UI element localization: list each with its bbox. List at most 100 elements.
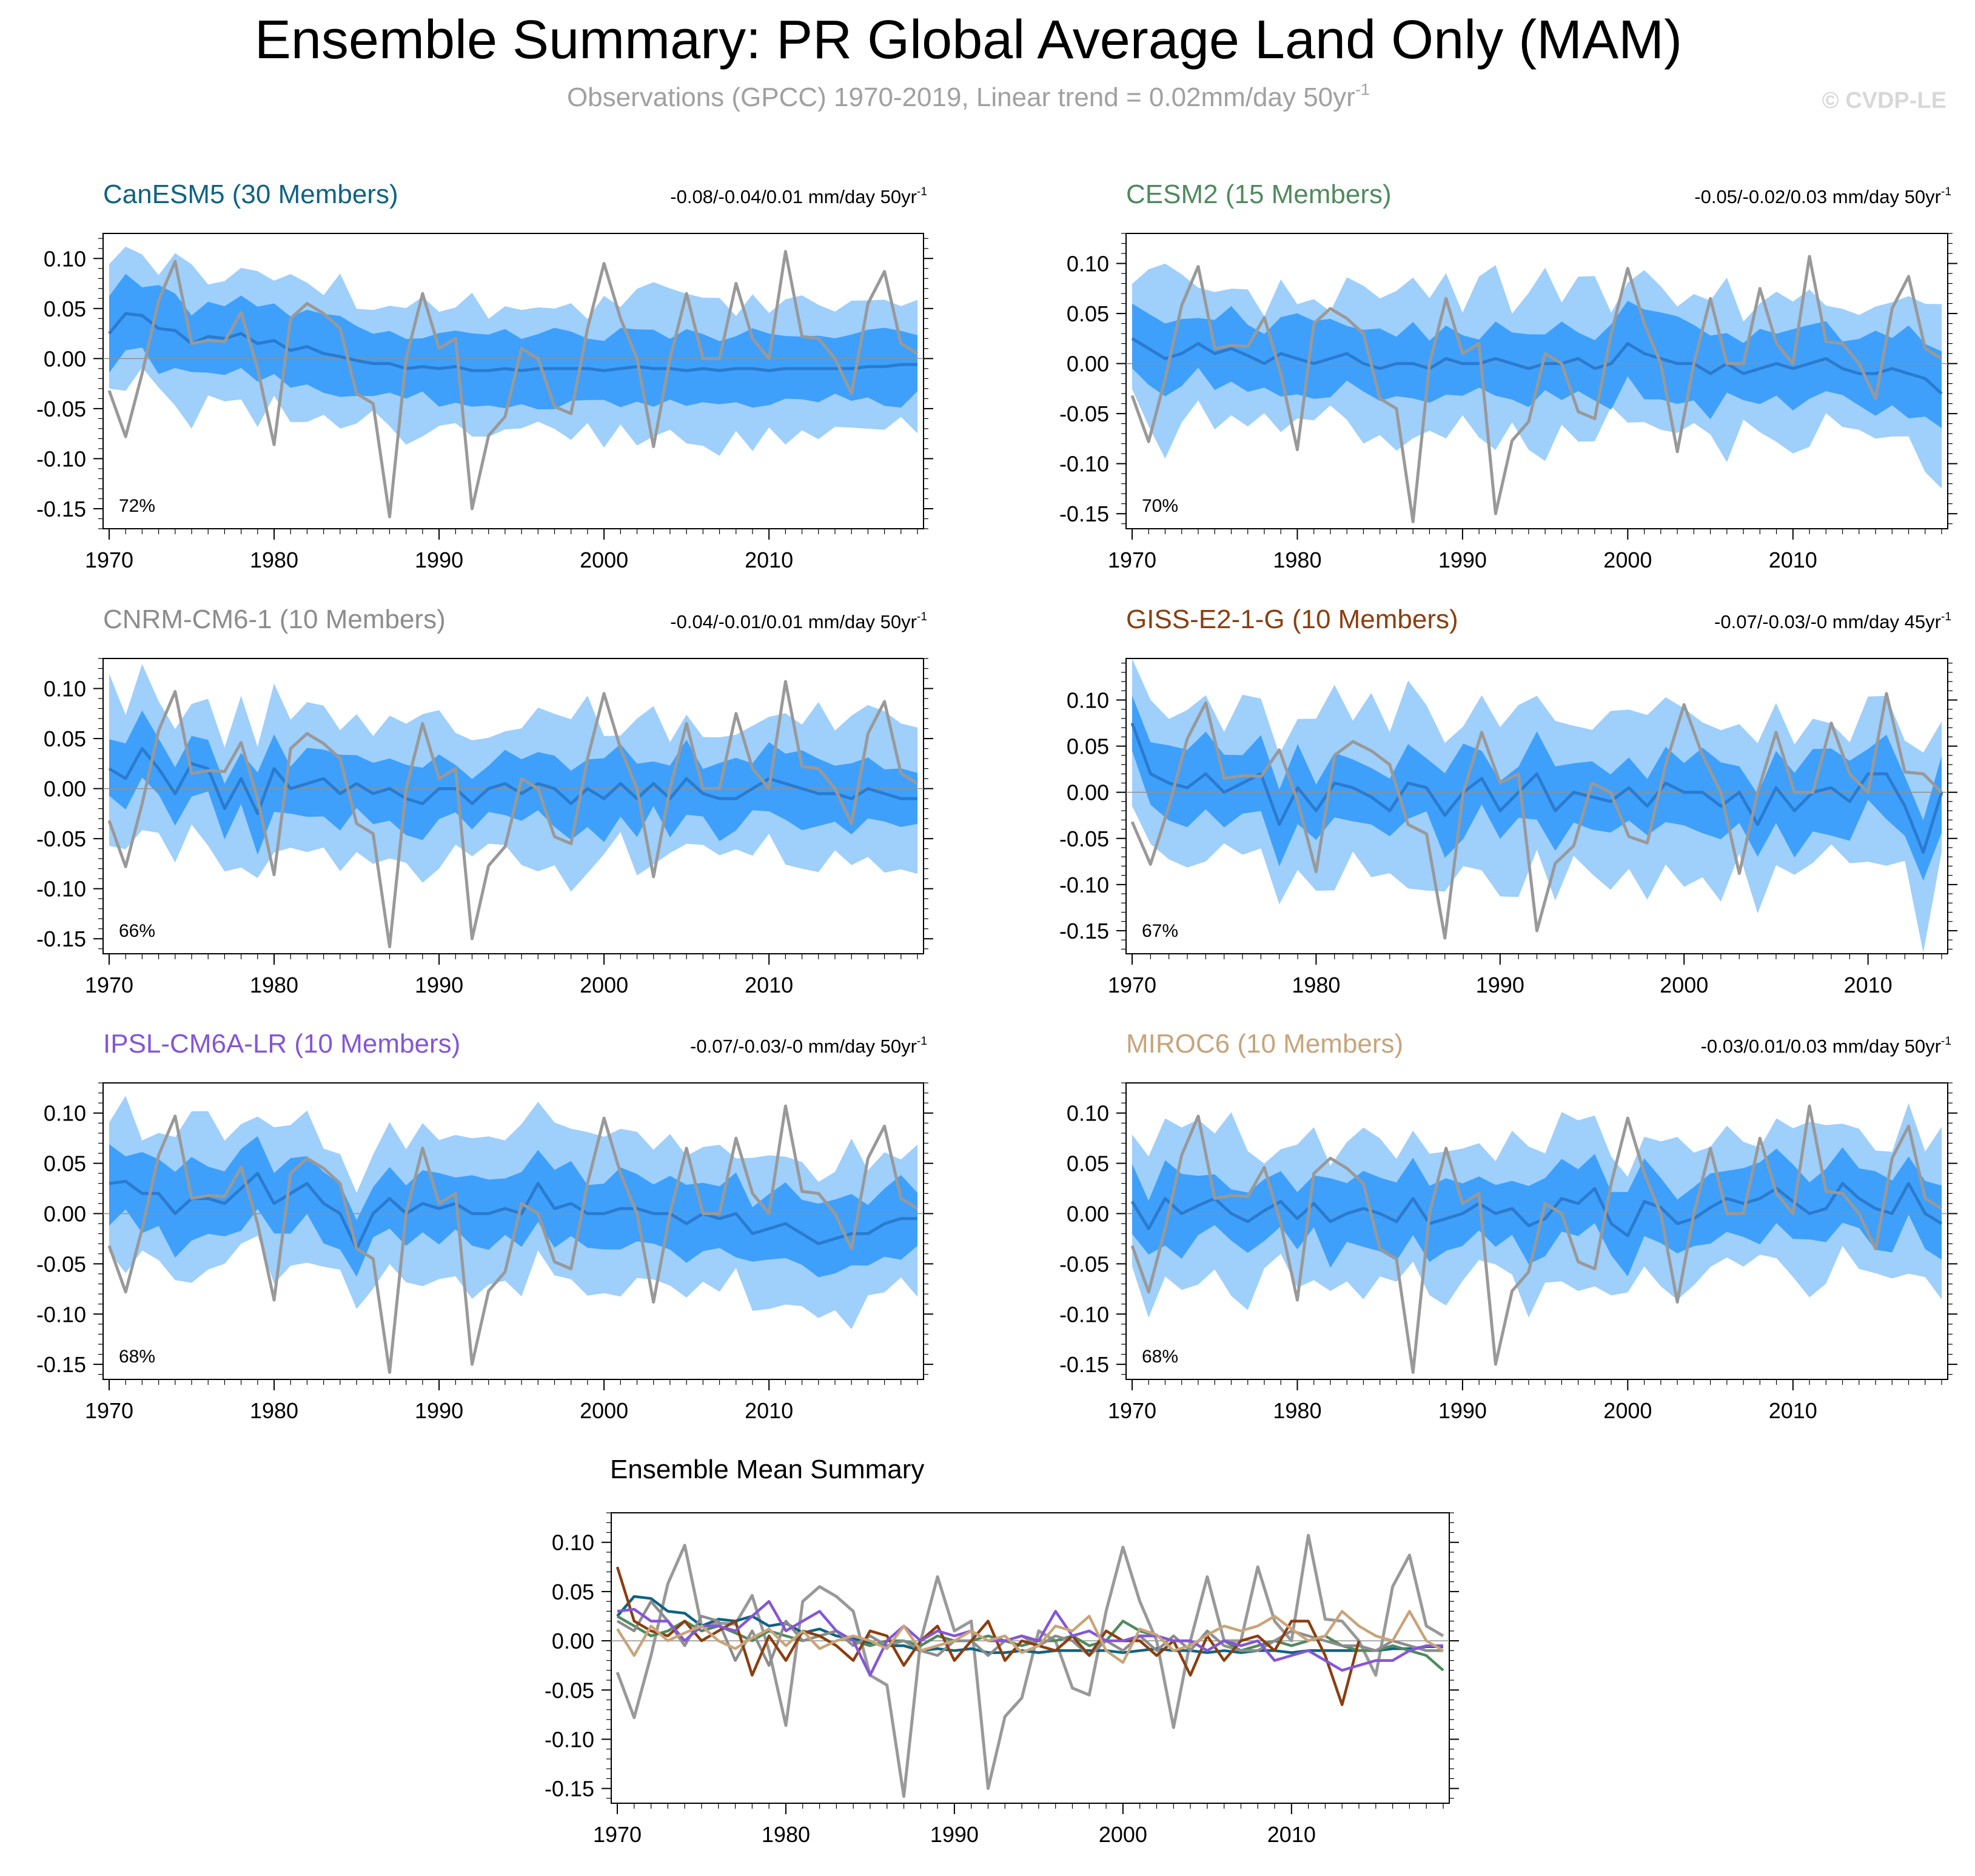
panel-1-xtick-label: 1970: [85, 548, 133, 572]
panel-5-trend-sup: -1: [917, 1035, 927, 1048]
panel-5-xtick-label: 1970: [85, 1398, 133, 1423]
panel-6-xtick-label: 1970: [1108, 1398, 1156, 1423]
figure-subtitle-main: Observations (GPCC) 1970-2019, Linear tr…: [567, 82, 1355, 112]
panel-5-xtick-label: 2010: [745, 1398, 793, 1423]
panel-5-ensemble-mean-line: [109, 1171, 917, 1250]
panel-4-band-inner: [1132, 695, 1942, 881]
figure-subtitle: Observations (GPCC) 1970-2019, Linear tr…: [567, 80, 1370, 112]
panel-1-xtick-label: 1990: [415, 548, 463, 572]
panel-4-xtick-label: 1980: [1292, 973, 1340, 997]
panel-5-xtick-label: 2000: [580, 1398, 628, 1423]
panel-3-xtick-label: 1980: [250, 973, 298, 997]
panel-4-title: GISS-E2-1-G (10 Members): [1126, 605, 1458, 634]
panel-2-ytick-label: 0.00: [1067, 352, 1109, 377]
panel-summary-series-6: [616, 1610, 1444, 1664]
panel-summary-ytick-label: -0.05: [545, 1678, 594, 1703]
panel-6-ytick-label: 0.10: [1067, 1101, 1109, 1126]
panel-summary-series-5: [617, 1600, 1443, 1677]
panel-3-trend-main: -0.04/-0.01/0.01 mm/day 50yr: [670, 611, 917, 632]
panel-6-xtick-label: 1990: [1438, 1398, 1487, 1423]
panel-1-trend: -0.08/-0.04/0.01 mm/day 50yr-1: [670, 186, 927, 207]
panel-5-xtick-label: 1990: [415, 1398, 463, 1423]
panel-1-ytick-label: 0.00: [44, 346, 86, 371]
panel-1-ytick-label: 0.05: [44, 296, 86, 321]
panel-summary-xtick-label: 1970: [593, 1822, 642, 1847]
panel-summary-xtick-label: 2010: [1267, 1822, 1316, 1847]
panel-2-xtick-label: 2000: [1603, 548, 1652, 572]
panel-summary-xtick-label: 1990: [930, 1822, 979, 1847]
panel-1-frame: [102, 233, 924, 529]
panel-4-trend-sup: -1: [1941, 611, 1951, 623]
panel-5-frame: [102, 1082, 924, 1380]
panel-5-ytick-label: -0.10: [36, 1302, 86, 1327]
panel-5-ytick-label: 0.05: [44, 1151, 86, 1176]
panel-4-xtick-label: 1970: [1108, 973, 1156, 997]
panel-5: IPSL-CM6A-LR (10 Members) -0.07/-0.03/-0 …: [36, 1029, 933, 1423]
panel-4-observations-line: [1130, 692, 1943, 940]
panel-2-ytick-label: -0.10: [1059, 452, 1109, 477]
panel-summary-xtick-label: 2000: [1099, 1822, 1147, 1847]
panel-1-xtick-label: 2010: [745, 548, 793, 572]
panel-4: GISS-E2-1-G (10 Members) -0.07/-0.03/-0 m…: [1059, 605, 1957, 997]
panel-1-title: CanESM5 (30 Members): [103, 179, 398, 209]
panel-4-percent: 67%: [1142, 921, 1178, 941]
panel-6-xtick-label: 1980: [1273, 1398, 1321, 1423]
panel-4-xtick-label: 2000: [1660, 973, 1708, 997]
panel-2-xtick-label: 1990: [1438, 548, 1487, 572]
panel-4-xtick-label: 2010: [1844, 973, 1893, 997]
panel-3-frame: [102, 658, 924, 954]
panel-2-observations-line: [1130, 255, 1943, 523]
panel-2-xtick-label: 1980: [1273, 548, 1321, 572]
panel-2-ytick-label: 0.10: [1067, 252, 1109, 276]
panel-summary-ytick-label: 0.05: [552, 1580, 594, 1604]
panel-6-ytick-label: 0.05: [1067, 1151, 1109, 1176]
panel-3-ytick-label: 0.00: [44, 777, 86, 802]
panel-6-title: MIROC6 (10 Members): [1126, 1029, 1403, 1059]
panel-2: CESM2 (15 Members) -0.05/-0.02/0.03 mm/da…: [1059, 179, 1957, 572]
panel-1-ytick-label: -0.05: [36, 397, 86, 421]
panel-5-percent: 68%: [119, 1347, 155, 1367]
panel-2-trend-main: -0.05/-0.02/0.03 mm/day 50yr: [1694, 186, 1941, 207]
panel-1-xtick-label: 2000: [580, 548, 628, 572]
panel-summary-ytick-label: -0.15: [545, 1777, 594, 1801]
panel-2-trend-sup: -1: [1941, 186, 1951, 198]
panel-4-ytick-label: -0.15: [1059, 919, 1109, 943]
panel-6-trend-sup: -1: [1941, 1035, 1951, 1048]
panel-3-xtick-label: 1970: [85, 973, 133, 997]
panel-6: MIROC6 (10 Members) -0.03/0.01/0.03 mm/da…: [1059, 1029, 1957, 1423]
panel-6-band-inner: [1132, 1147, 1942, 1276]
panel-3-ensemble-mean-line: [108, 747, 917, 816]
panel-2-ytick-label: -0.05: [1059, 401, 1109, 426]
panel-1-ytick-label: -0.10: [36, 446, 86, 471]
panel-6-frame: [1125, 1082, 1948, 1380]
panel-5-trend: -0.07/-0.03/-0 mm/day 50yr-1: [690, 1035, 927, 1057]
panel-2-trend: -0.05/-0.02/0.03 mm/day 50yr-1: [1694, 186, 1951, 207]
panel-4-ensemble-mean-line: [1130, 722, 1943, 854]
panel-1-ytick-label: 0.10: [44, 246, 86, 271]
panel-6-ytick-label: 0.00: [1067, 1201, 1109, 1226]
panel-summary-ytick-label: 0.10: [552, 1530, 594, 1555]
panel-summary-ytick-label: 0.00: [552, 1629, 594, 1653]
panel-3-xtick-label: 1990: [415, 973, 463, 997]
panel-3-xtick-label: 2000: [580, 973, 628, 997]
panel-4-ytick-label: -0.05: [1059, 826, 1109, 851]
panel-5-title: IPSL-CM6A-LR (10 Members): [103, 1029, 460, 1059]
watermark: © CVDP-LE: [1822, 88, 1946, 113]
panel-6-ytick-label: -0.05: [1059, 1251, 1109, 1276]
panel-5-ytick-label: -0.05: [36, 1251, 86, 1276]
panel-3-ytick-label: 0.05: [44, 726, 86, 751]
panel-6-ytick-label: -0.15: [1059, 1352, 1109, 1377]
panel-3-trend: -0.04/-0.01/0.01 mm/day 50yr-1: [670, 611, 927, 632]
panel-3-band-inner: [109, 710, 917, 855]
panel-3: CNRM-CM6-1 (10 Members) -0.04/-0.01/0.01 …: [36, 605, 933, 997]
panel-1-observations-line: [107, 250, 919, 518]
panel-2-xtick-label: 2010: [1769, 548, 1817, 572]
panel-6-trend-main: -0.03/0.01/0.03 mm/day 50yr: [1701, 1036, 1941, 1057]
panel-5-ytick-label: -0.15: [36, 1352, 86, 1377]
panel-3-title: CNRM-CM6-1 (10 Members): [103, 605, 446, 634]
panel-5-ytick-label: 0.00: [44, 1201, 86, 1226]
panel-6-trend: -0.03/0.01/0.03 mm/day 50yr-1: [1701, 1035, 1951, 1057]
panel-3-ytick-label: -0.05: [36, 826, 86, 851]
panel-5-band-inner: [109, 1136, 917, 1278]
